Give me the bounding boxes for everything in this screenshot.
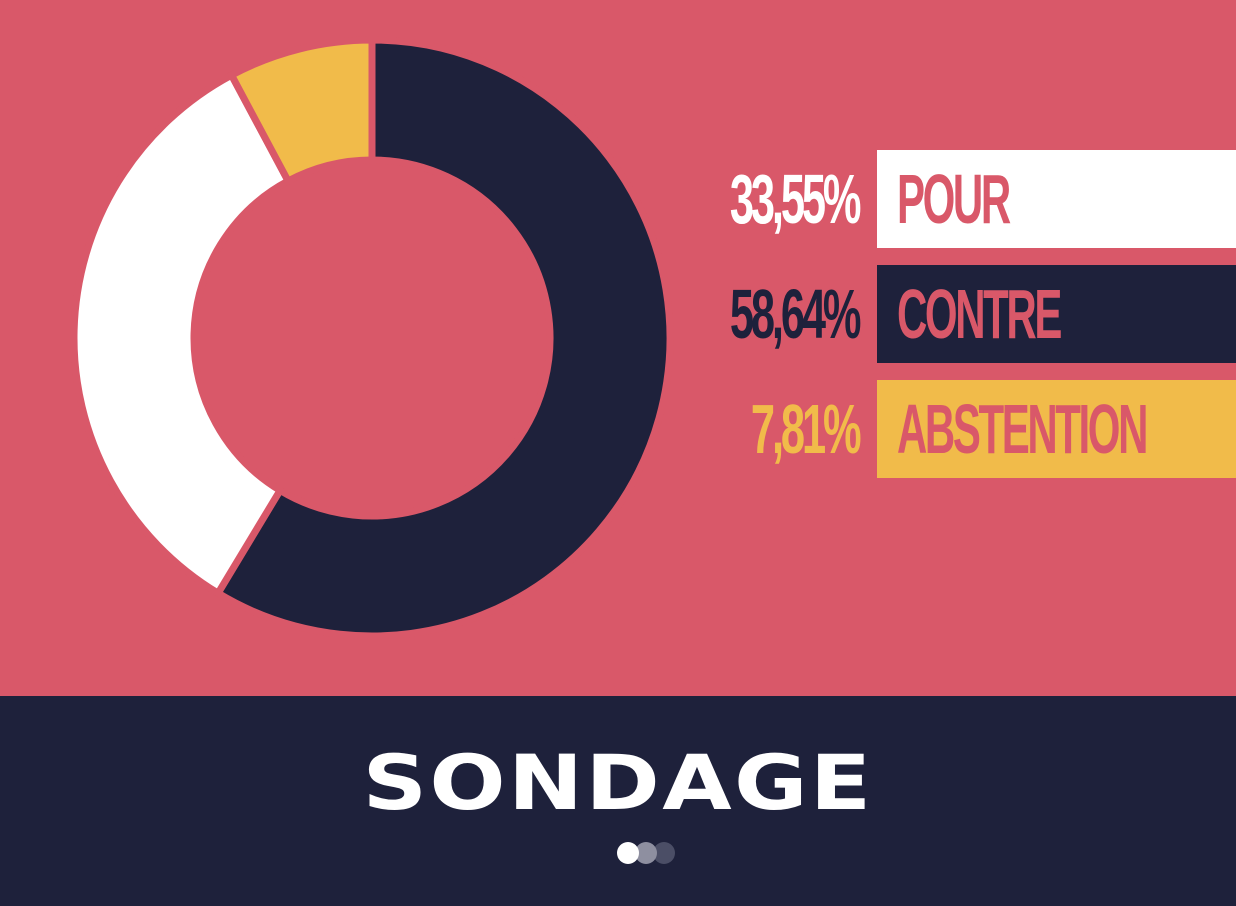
chart-area: 33,55% POUR 58,64% CONTRE 7,81% ABSTENTI… — [70, 36, 1236, 640]
legend-box-pour: POUR — [877, 150, 1236, 248]
legend-row-contre: 58,64% CONTRE — [700, 265, 1236, 363]
legend-percent-abstention: 7,81% — [750, 390, 861, 468]
legend-box-abstention: ABSTENTION — [877, 380, 1236, 478]
pager-dots — [617, 842, 687, 866]
legend-box-contre: CONTRE — [877, 265, 1236, 363]
pager-dot-3[interactable] — [653, 842, 675, 864]
donut-slice-contre — [213, 36, 674, 640]
donut-slice-pour — [70, 70, 293, 598]
legend-percent-contre: 58,64% — [729, 275, 861, 353]
donut-slice-abstention — [226, 36, 376, 186]
legend-label-pour: POUR — [897, 160, 1011, 238]
legend-percent-pour: 33,55% — [729, 160, 861, 238]
pager-dot-2[interactable] — [635, 842, 657, 864]
legend-row-pour: 33,55% POUR — [700, 150, 1236, 248]
pager-dot-1[interactable] — [617, 842, 639, 864]
legend-row-abstention: 7,81% ABSTENTION — [700, 380, 1236, 478]
donut-chart — [70, 36, 674, 640]
legend-label-contre: CONTRE — [897, 275, 1062, 353]
footer-bar: SONDAGE — [0, 696, 1236, 906]
page-title: SONDAGE — [362, 738, 874, 827]
legend-label-abstention: ABSTENTION — [897, 390, 1148, 468]
